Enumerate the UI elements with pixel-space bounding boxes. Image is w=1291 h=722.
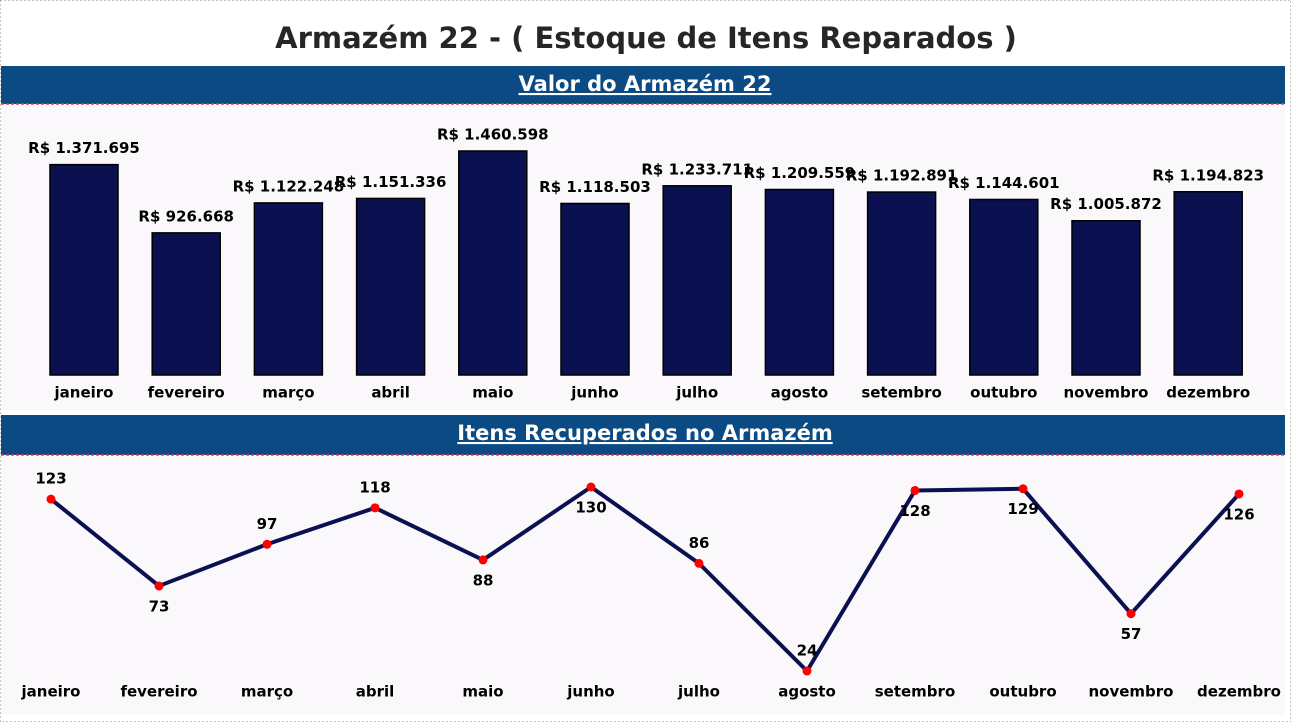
point — [262, 539, 272, 549]
point — [694, 558, 704, 568]
bar — [49, 163, 119, 376]
x-tick-label: setembro — [875, 683, 956, 701]
x-tick-label: fevereiro — [148, 384, 225, 402]
data-label: 88 — [473, 571, 494, 589]
bar — [151, 232, 221, 376]
bar — [866, 191, 937, 376]
data-label: R$ 1.192.891 — [846, 167, 958, 185]
data-label: 123 — [35, 470, 66, 488]
x-tick-label: maio — [462, 683, 503, 701]
data-label: 118 — [359, 478, 390, 496]
point — [478, 555, 488, 565]
header-band — [1, 415, 1285, 455]
data-label: R$ 1.144.601 — [948, 174, 1060, 192]
x-tick-label: outubro — [989, 683, 1056, 701]
chart-title: Valor do Armazém 22 — [519, 72, 772, 96]
point — [1126, 609, 1136, 619]
x-tick-label: dezembro — [1166, 384, 1250, 402]
x-tick-label: maio — [472, 384, 513, 402]
data-label: R$ 1.005.872 — [1050, 195, 1162, 213]
data-label: 73 — [149, 597, 170, 615]
bar — [764, 188, 835, 376]
data-label: 57 — [1121, 625, 1142, 643]
bar — [560, 202, 630, 376]
data-label: R$ 1.151.336 — [335, 173, 447, 191]
data-label: 86 — [689, 534, 710, 552]
x-tick-label: dezembro — [1197, 683, 1281, 701]
chart-panel — [1, 456, 1285, 715]
data-label: R$ 1.194.823 — [1152, 166, 1264, 184]
x-tick-label: setembro — [861, 384, 942, 402]
x-tick-label: novembro — [1088, 683, 1173, 701]
x-tick-label: abril — [371, 384, 410, 402]
bar — [355, 197, 426, 376]
data-label: 97 — [257, 515, 278, 533]
data-label: 126 — [1223, 505, 1254, 523]
point — [910, 485, 920, 495]
x-tick-label: agosto — [771, 384, 829, 402]
x-tick-label: abril — [356, 683, 395, 701]
data-label: 24 — [797, 642, 818, 660]
bar — [253, 202, 324, 376]
point — [1234, 489, 1244, 499]
data-label: 129 — [1007, 500, 1038, 518]
data-label: R$ 926.668 — [138, 207, 234, 225]
x-tick-label: janeiro — [21, 683, 81, 701]
x-tick-label: março — [241, 683, 293, 701]
x-tick-label: fevereiro — [120, 683, 197, 701]
point — [586, 482, 596, 492]
point — [154, 581, 164, 591]
data-label: 128 — [899, 502, 930, 520]
point — [370, 503, 380, 513]
x-tick-label: janeiro — [54, 384, 114, 402]
bar — [969, 198, 1039, 376]
bar — [1071, 219, 1141, 376]
bar — [458, 150, 528, 376]
x-tick-label: junho — [570, 384, 618, 402]
data-label: R$ 1.371.695 — [28, 139, 140, 157]
point — [1018, 484, 1028, 494]
page-title: Armazém 22 - ( Estoque de Itens Reparado… — [275, 21, 1017, 55]
bar — [1173, 191, 1243, 376]
line — [49, 485, 1241, 673]
data-label: R$ 1.118.503 — [539, 178, 651, 196]
x-tick-label: março — [262, 384, 314, 402]
x-tick-label: outubro — [970, 384, 1037, 402]
point — [802, 666, 812, 676]
x-tick-label: agosto — [778, 683, 836, 701]
data-label: R$ 1.233.711 — [641, 160, 753, 178]
data-label: R$ 1.122.248 — [233, 177, 345, 195]
bar — [662, 185, 732, 376]
x-tick-label: julho — [675, 384, 718, 402]
data-label: 130 — [575, 499, 606, 517]
header-band — [1, 66, 1285, 104]
data-label: R$ 1.460.598 — [437, 126, 549, 144]
chart-title: Itens Recuperados no Armazém — [457, 421, 832, 445]
x-tick-label: novembro — [1063, 384, 1148, 402]
data-label: R$ 1.209.559 — [744, 164, 856, 182]
x-tick-label: julho — [677, 683, 720, 701]
point — [46, 494, 56, 504]
x-tick-label: junho — [566, 683, 614, 701]
